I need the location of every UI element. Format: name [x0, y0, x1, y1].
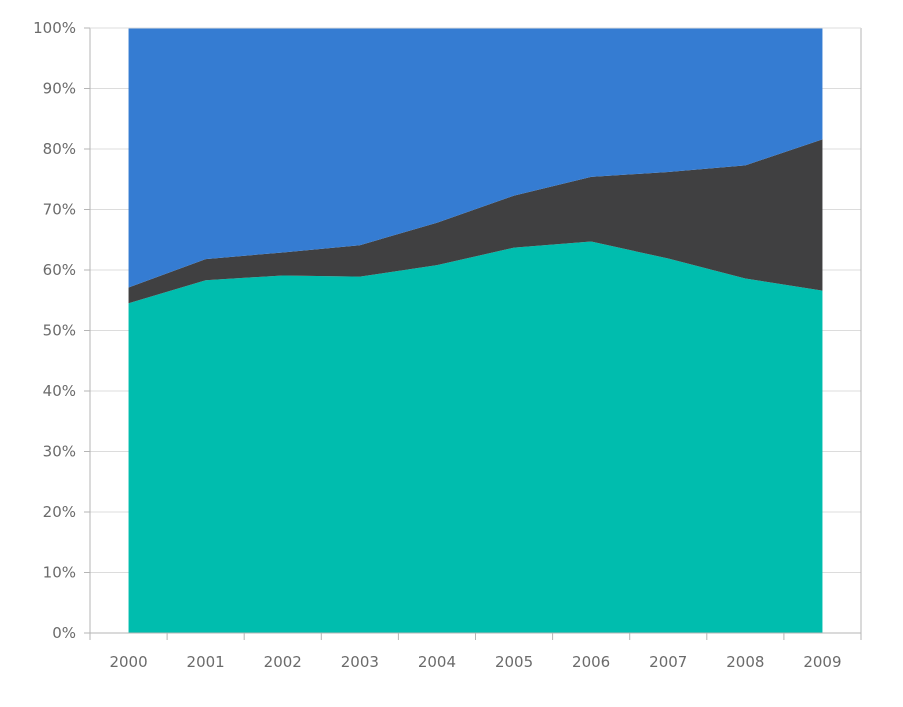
y-tick-label: 70%	[43, 201, 76, 219]
y-tick-label: 10%	[43, 564, 76, 582]
y-tick-label: 50%	[43, 322, 76, 340]
x-tick-label: 2008	[726, 653, 764, 671]
y-axis-tick-labels: 0% 10% 20% 30% 40% 50% 60% 70% 80% 90% 100%	[33, 19, 76, 642]
x-tick-label: 2004	[418, 653, 456, 671]
area-series-2	[128, 139, 823, 304]
x-axis-tick-labels: 2000 2001 2002 2003 2004 2005 2006 2007 2008 2009	[109, 653, 841, 671]
area-series-1	[128, 241, 823, 633]
x-tick-label: 2003	[341, 653, 379, 671]
x-tick-label: 2001	[187, 653, 225, 671]
area-series-3	[128, 28, 823, 288]
x-tick-label: 2009	[803, 653, 841, 671]
x-tick-label: 2000	[109, 653, 147, 671]
y-tick-label: 90%	[43, 80, 76, 98]
x-tick-label: 2005	[495, 653, 533, 671]
x-tick-label: 2006	[572, 653, 610, 671]
x-tick-label: 2002	[264, 653, 302, 671]
y-tick-label: 100%	[33, 19, 76, 37]
area-series-group	[128, 28, 823, 633]
y-tick-label: 60%	[43, 261, 76, 279]
axes	[84, 27, 862, 640]
x-tick-label: 2007	[649, 653, 687, 671]
y-tick-label: 40%	[43, 382, 76, 400]
y-tick-label: 80%	[43, 140, 76, 158]
y-tick-label: 20%	[43, 503, 76, 521]
y-tick-label: 30%	[43, 443, 76, 461]
y-tick-label: 0%	[52, 624, 76, 642]
